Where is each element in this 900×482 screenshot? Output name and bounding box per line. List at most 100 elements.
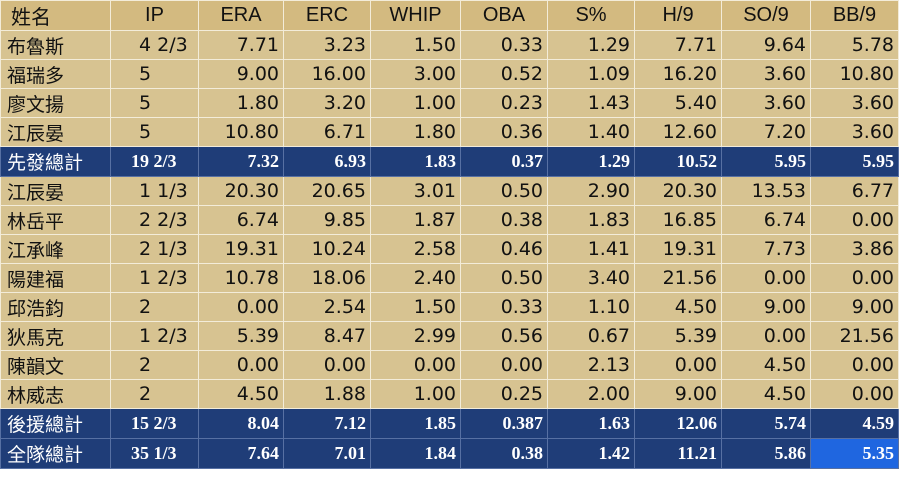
cell-erc[interactable]: 7.01	[283, 438, 371, 469]
cell-bb9[interactable]: 5.95	[810, 146, 899, 177]
cell-name[interactable]: 陳韻文	[0, 350, 111, 380]
cell-era[interactable]: 6.74	[198, 205, 284, 235]
cell-era[interactable]: 10.80	[198, 117, 284, 147]
cell-ip[interactable]: 1 2/3	[110, 263, 199, 293]
cell-erc[interactable]: 6.93	[283, 146, 371, 177]
cell-whip[interactable]: 1.80	[370, 117, 461, 147]
cell-era[interactable]: 4.50	[198, 379, 284, 409]
cell-oba[interactable]: 0.36	[460, 117, 548, 147]
cell-so9[interactable]: 6.74	[721, 205, 811, 235]
cell-whip[interactable]: 2.40	[370, 263, 461, 293]
cell-erc[interactable]: 3.23	[283, 30, 371, 60]
cell-h9[interactable]: 16.85	[634, 205, 722, 235]
cell-ip[interactable]: 2	[110, 350, 199, 380]
cell-so9[interactable]: 3.60	[721, 88, 811, 118]
cell-erc[interactable]: 2.54	[283, 292, 371, 322]
cell-whip[interactable]: 1.00	[370, 88, 461, 118]
cell-h9[interactable]: 12.60	[634, 117, 722, 147]
cell-s-pct[interactable]: 1.83	[547, 205, 635, 235]
cell-bb9[interactable]: 9.00	[810, 292, 899, 322]
cell-whip[interactable]: 3.00	[370, 59, 461, 89]
cell-ip[interactable]: 19 2/3	[110, 146, 199, 177]
cell-oba[interactable]: 0.52	[460, 59, 548, 89]
cell-ip[interactable]: 2 2/3	[110, 205, 199, 235]
cell-whip[interactable]: 1.87	[370, 205, 461, 235]
cell-so9[interactable]: 5.95	[721, 146, 811, 177]
cell-ip[interactable]: 35 1/3	[110, 438, 199, 469]
cell-ip[interactable]: 15 2/3	[110, 408, 199, 439]
cell-erc[interactable]: 6.71	[283, 117, 371, 147]
cell-ip[interactable]: 5	[110, 88, 199, 118]
cell-era[interactable]: 19.31	[198, 234, 284, 264]
cell-oba[interactable]: 0.387	[460, 408, 548, 439]
cell-so9[interactable]: 7.20	[721, 117, 811, 147]
cell-s-pct[interactable]: 0.67	[547, 321, 635, 351]
cell-era[interactable]: 7.71	[198, 30, 284, 60]
cell-erc[interactable]: 8.47	[283, 321, 371, 351]
cell-so9[interactable]: 9.64	[721, 30, 811, 60]
cell-era[interactable]: 10.78	[198, 263, 284, 293]
cell-oba[interactable]: 0.33	[460, 30, 548, 60]
cell-h9[interactable]: 7.71	[634, 30, 722, 60]
cell-s-pct[interactable]: 1.29	[547, 146, 635, 177]
cell-bb9[interactable]: 0.00	[810, 263, 899, 293]
cell-bb9[interactable]: 21.56	[810, 321, 899, 351]
cell-ip[interactable]: 4 2/3	[110, 30, 199, 60]
cell-era[interactable]: 0.00	[198, 292, 284, 322]
cell-s-pct[interactable]: 1.40	[547, 117, 635, 147]
cell-oba[interactable]: 0.50	[460, 263, 548, 293]
cell-bb9[interactable]: 4.59	[810, 408, 899, 439]
cell-ip[interactable]: 1 2/3	[110, 321, 199, 351]
cell-whip[interactable]: 1.83	[370, 146, 461, 177]
cell-name[interactable]: 後援總計	[0, 408, 111, 439]
cell-oba[interactable]: 0.37	[460, 146, 548, 177]
cell-name[interactable]: 江辰晏	[0, 117, 111, 147]
cell-s-pct[interactable]: 1.10	[547, 292, 635, 322]
cell-erc[interactable]: 10.24	[283, 234, 371, 264]
cell-h9[interactable]: 10.52	[634, 146, 722, 177]
cell-bb9[interactable]: 3.60	[810, 88, 899, 118]
cell-so9[interactable]: 3.60	[721, 59, 811, 89]
cell-ip[interactable]: 5	[110, 59, 199, 89]
cell-s-pct[interactable]: 1.29	[547, 30, 635, 60]
cell-s-pct[interactable]: 2.13	[547, 350, 635, 380]
cell-name[interactable]: 福瑞多	[0, 59, 111, 89]
cell-s-pct[interactable]: 1.63	[547, 408, 635, 439]
cell-oba[interactable]: 0.38	[460, 205, 548, 235]
cell-s-pct[interactable]: 1.42	[547, 438, 635, 469]
cell-erc[interactable]: 16.00	[283, 59, 371, 89]
cell-so9[interactable]: 0.00	[721, 263, 811, 293]
cell-whip[interactable]: 1.00	[370, 379, 461, 409]
cell-erc[interactable]: 3.20	[283, 88, 371, 118]
cell-oba[interactable]: 0.46	[460, 234, 548, 264]
cell-oba[interactable]: 0.33	[460, 292, 548, 322]
cell-bb9[interactable]: 6.77	[810, 176, 899, 206]
cell-whip[interactable]: 1.85	[370, 408, 461, 439]
cell-whip[interactable]: 2.58	[370, 234, 461, 264]
cell-era[interactable]: 1.80	[198, 88, 284, 118]
cell-so9[interactable]: 5.86	[721, 438, 811, 469]
cell-h9[interactable]: 20.30	[634, 176, 722, 206]
cell-bb9[interactable]: 3.86	[810, 234, 899, 264]
cell-h9[interactable]: 16.20	[634, 59, 722, 89]
cell-bb9[interactable]: 10.80	[810, 59, 899, 89]
cell-ip[interactable]: 2	[110, 292, 199, 322]
cell-oba[interactable]: 0.56	[460, 321, 548, 351]
cell-h9[interactable]: 0.00	[634, 350, 722, 380]
cell-whip[interactable]: 2.99	[370, 321, 461, 351]
cell-era[interactable]: 7.64	[198, 438, 284, 469]
cell-oba[interactable]: 0.50	[460, 176, 548, 206]
cell-s-pct[interactable]: 1.43	[547, 88, 635, 118]
cell-so9[interactable]: 0.00	[721, 321, 811, 351]
cell-bb9[interactable]: 3.60	[810, 117, 899, 147]
cell-bb9[interactable]: 5.78	[810, 30, 899, 60]
cell-so9[interactable]: 4.50	[721, 350, 811, 380]
cell-oba[interactable]: 0.25	[460, 379, 548, 409]
cell-oba[interactable]: 0.23	[460, 88, 548, 118]
cell-name[interactable]: 狄馬克	[0, 321, 111, 351]
cell-s-pct[interactable]: 2.90	[547, 176, 635, 206]
cell-name[interactable]: 江承峰	[0, 234, 111, 264]
cell-h9[interactable]: 11.21	[634, 438, 722, 469]
cell-era[interactable]: 8.04	[198, 408, 284, 439]
cell-h9[interactable]: 4.50	[634, 292, 722, 322]
